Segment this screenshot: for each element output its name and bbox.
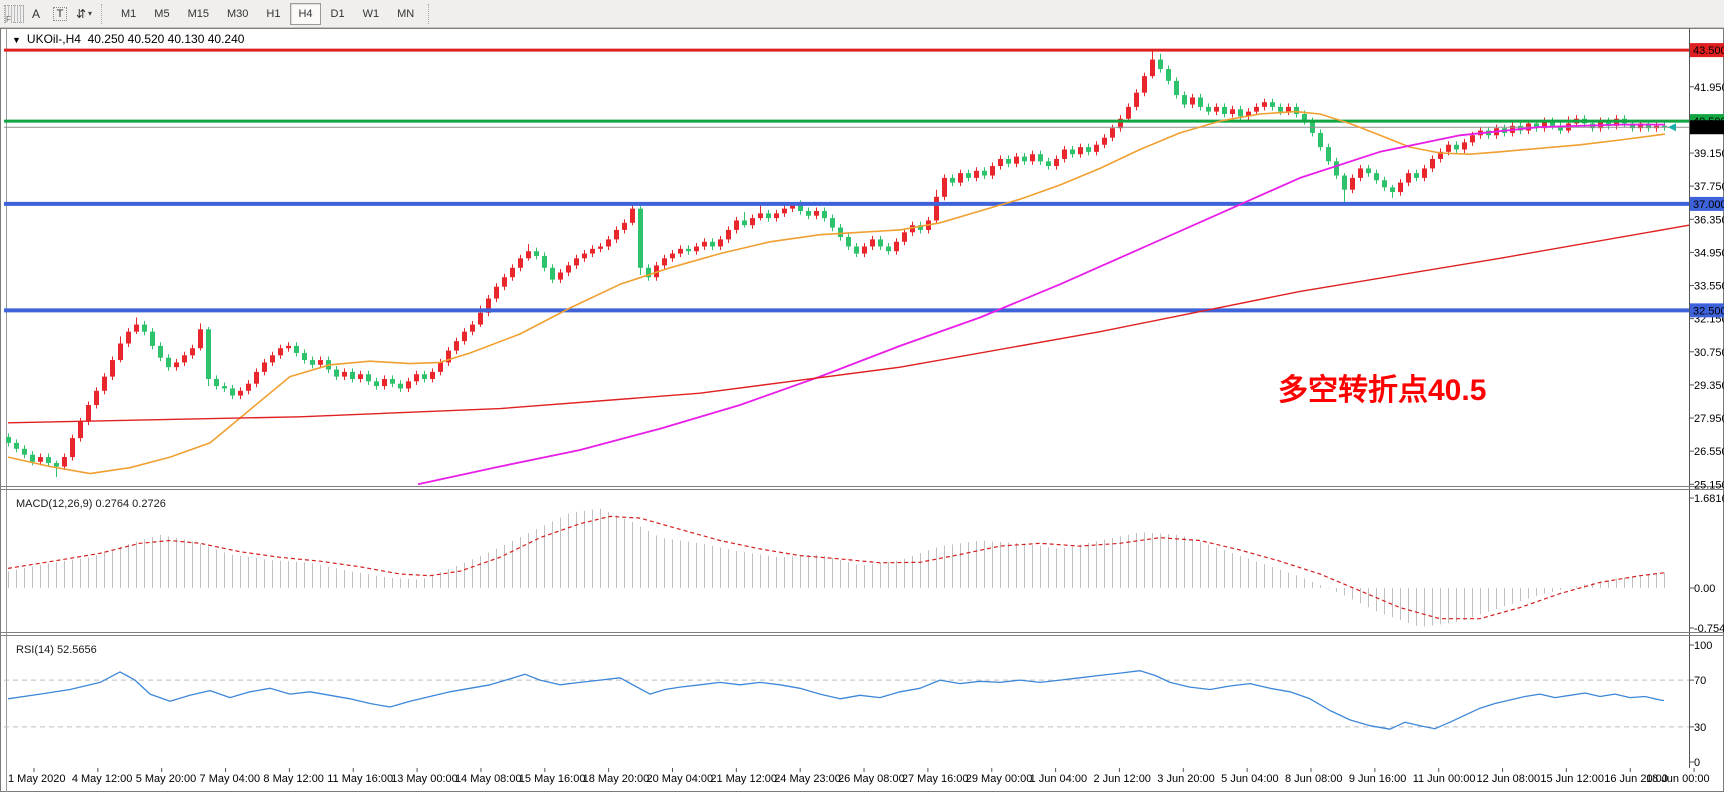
svg-text:11 May 16:00: 11 May 16:00	[327, 773, 393, 785]
timeframe-button-H1[interactable]: H1	[266, 7, 281, 20]
toolbar-separator	[428, 3, 434, 24]
timeframe-button-M15[interactable]: M15	[187, 7, 209, 20]
chart-window[interactable]: ▼ UKOil-,H4 40.250 40.520 40.130 40.240 M…	[0, 28, 1724, 792]
svg-text:100: 100	[1694, 640, 1712, 652]
svg-text:14 May 08:00: 14 May 08:00	[455, 773, 522, 785]
svg-text:4 May 12:00: 4 May 12:00	[72, 773, 133, 785]
svg-text:24 May 23:00: 24 May 23:00	[774, 773, 841, 785]
text-label-tool-icon[interactable]: T	[49, 4, 71, 24]
ma-fast	[7, 110, 1666, 475]
svg-text:29.350: 29.350	[1694, 380, 1724, 392]
rsi-indicator-label: RSI(14) 52.5656	[16, 644, 97, 656]
svg-text:41.950: 41.950	[1694, 82, 1724, 94]
timeframe-button-M5[interactable]: M5	[154, 7, 170, 20]
timeframe-button-M30[interactable]: M30	[226, 7, 249, 20]
svg-text:9 Jun 16:00: 9 Jun 16:00	[1349, 773, 1407, 785]
svg-text:11 Jun 00:00: 11 Jun 00:00	[1413, 773, 1476, 785]
svg-text:1.6816: 1.6816	[1694, 493, 1724, 505]
chart-ohlc-quote: 40.250 40.520 40.130 40.240	[87, 32, 245, 46]
svg-text:1 Jun 04:00: 1 Jun 04:00	[1030, 773, 1088, 785]
dropdown-caret-icon[interactable]: ▾	[88, 9, 93, 18]
timeframe-button-W1[interactable]: W1	[362, 7, 380, 20]
svg-text:34.950: 34.950	[1694, 247, 1724, 259]
svg-text:15 May 16:00: 15 May 16:00	[519, 773, 586, 785]
macd-indicator-label: MACD(12,26,9) 0.2764 0.2726	[16, 498, 166, 510]
rsi-pane	[4, 670, 1689, 730]
svg-text:18 May 20:00: 18 May 20:00	[583, 773, 650, 785]
svg-text:7 May 04:00: 7 May 04:00	[200, 773, 261, 785]
font-tool-icon[interactable]: A	[31, 6, 40, 21]
horizontal-level-lines[interactable]	[4, 48, 1689, 313]
svg-text:37.750: 37.750	[1694, 181, 1724, 193]
last-price-arrow-icon	[1668, 123, 1676, 132]
svg-text:8 Jun 08:00: 8 Jun 08:00	[1285, 773, 1343, 785]
svg-text:5 Jun 04:00: 5 Jun 04:00	[1221, 773, 1279, 785]
svg-text:33.550: 33.550	[1694, 281, 1724, 293]
svg-text:0: 0	[1694, 757, 1700, 769]
svg-text:30.750: 30.750	[1694, 347, 1724, 359]
toolbar-separator	[101, 3, 107, 24]
time-axis[interactable]: 1 May 2020 4 May 12:00 5 May 20:00 7 May 04…	[8, 768, 1710, 785]
svg-text:1 May 2020: 1 May 2020	[8, 773, 65, 785]
toolbar: F A T ⇵ ▾ M1 M5 M15 M30 H1 H4 D1 W1 MN	[0, 0, 1724, 28]
chart-symbol-period: UKOil-,H4	[26, 32, 81, 46]
svg-text:5 May 20:00: 5 May 20:00	[136, 773, 197, 785]
svg-text:36.350: 36.350	[1694, 214, 1724, 226]
ma-mid	[417, 123, 1665, 486]
svg-text:15 Jun 12:00: 15 Jun 12:00	[1540, 773, 1604, 785]
chart-canvas[interactable]: 41.95039.15037.75036.35034.95033.55032.1…	[0, 28, 1724, 792]
timeframe-button-MN[interactable]: MN	[397, 7, 415, 20]
svg-text:13 May 00:00: 13 May 00:00	[391, 773, 458, 785]
chart-annotation: 多空转折点40.5	[1278, 374, 1487, 407]
moving-average-lines	[7, 110, 1690, 486]
macd-pane	[7, 508, 1665, 627]
svg-text:25.150: 25.150	[1694, 479, 1724, 491]
svg-text:37.000: 37.000	[1693, 199, 1724, 211]
svg-text:12 Jun 08:00: 12 Jun 08:00	[1477, 773, 1541, 785]
svg-text:18 Jun 00:00: 18 Jun 00:00	[1646, 773, 1710, 785]
svg-text:43.500: 43.500	[1693, 45, 1724, 57]
svg-text:39.150: 39.150	[1694, 148, 1724, 160]
candlestick-series	[6, 51, 1667, 478]
svg-text:2 Jun 12:00: 2 Jun 12:00	[1093, 773, 1151, 785]
ma-slow	[7, 224, 1690, 424]
svg-text:29 May 00:00: 29 May 00:00	[966, 773, 1033, 785]
svg-text:30: 30	[1694, 722, 1706, 734]
svg-text:26 May 08:00: 26 May 08:00	[838, 773, 905, 785]
svg-text:32.500: 32.500	[1693, 305, 1724, 317]
svg-text:27.950: 27.950	[1694, 413, 1724, 425]
svg-text:0.00: 0.00	[1694, 583, 1715, 595]
svg-text:8 May 12:00: 8 May 12:00	[263, 773, 324, 785]
svg-text:16 Jun 20:00: 16 Jun 20:00	[1604, 773, 1668, 785]
arrange-objects-tool-icon[interactable]: ⇵ ▾	[75, 6, 93, 21]
chart-title-bar[interactable]: ▼ UKOil-,H4 40.250 40.520 40.130 40.240	[12, 32, 244, 46]
timeframe-button-D1[interactable]: D1	[330, 7, 345, 20]
svg-text:-0.7544: -0.7544	[1694, 623, 1724, 635]
svg-text:27 May 16:00: 27 May 16:00	[902, 773, 969, 785]
chevron-down-icon[interactable]: ▼	[12, 35, 21, 45]
svg-text:70: 70	[1694, 675, 1706, 687]
timeframe-button-M1[interactable]: M1	[121, 7, 137, 20]
svg-text:20 May 04:00: 20 May 04:00	[647, 773, 714, 785]
price-axis[interactable]: 41.95039.15037.75036.35034.95033.55032.1…	[1690, 43, 1724, 769]
toolbar-tools: A T ⇵ ▾	[24, 4, 96, 24]
timeframe-bar: M1 M5 M15 M30 H1 H4 D1 W1 MN	[112, 2, 423, 25]
svg-text:40.240: 40.240	[1693, 122, 1724, 134]
svg-text:3 Jun 20:00: 3 Jun 20:00	[1157, 773, 1215, 785]
timeframe-button-H4[interactable]: H4	[290, 2, 321, 25]
toolbar-drag-handle-icon[interactable]: F	[4, 4, 24, 24]
svg-text:26.550: 26.550	[1694, 446, 1724, 458]
svg-text:21 May 12:00: 21 May 12:00	[710, 773, 777, 785]
